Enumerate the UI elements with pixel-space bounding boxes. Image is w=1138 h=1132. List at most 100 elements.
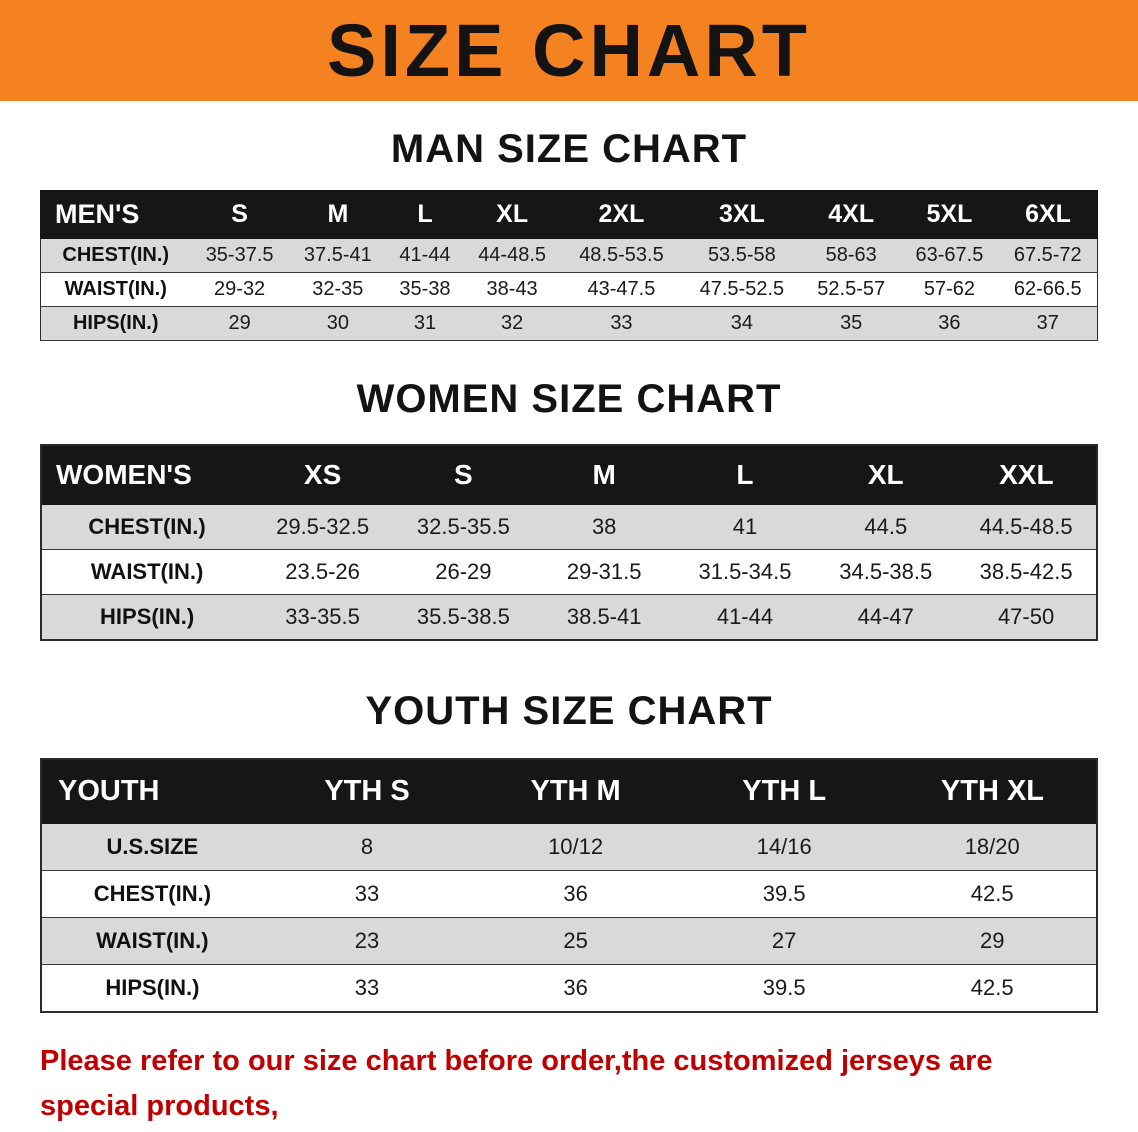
- row-label-cell: CHEST(IN.): [41, 504, 253, 550]
- size-chart-banner: SIZE CHART: [0, 0, 1138, 101]
- value-cell: 14/16: [679, 823, 889, 871]
- column-header-cell: M: [288, 190, 388, 239]
- value-cell: 58-63: [802, 238, 901, 273]
- table-title-cell: WOMEN'S: [40, 444, 253, 505]
- table-row: HIPS(IN.) 33 36 39.5 42.5: [41, 964, 1097, 1013]
- column-header-cell: 6XL: [998, 190, 1098, 239]
- women-size-table: WOMEN'S XS S M L XL XXL CHEST(IN.) 29.5-32.5 32.5…: [40, 444, 1098, 641]
- value-cell: 37.5-41: [288, 238, 387, 273]
- column-header-cell: S: [189, 190, 290, 239]
- column-header-cell: 5XL: [899, 190, 1000, 239]
- value-cell: 48.5-53.5: [561, 238, 682, 273]
- value-cell: 57-62: [900, 272, 999, 307]
- table-row: HIPS(IN.) 29 30 31 32 33 34 35 36 37: [40, 306, 1098, 341]
- value-cell: 41-44: [386, 238, 463, 273]
- value-cell: 44-48.5: [463, 238, 562, 273]
- column-header-cell: YTH XL: [887, 758, 1098, 824]
- row-label-cell: WAIST(IN.): [40, 272, 191, 307]
- table-row: CHEST(IN.) 35-37.5 37.5-41 41-44 44-48.5 48.5…: [40, 238, 1098, 273]
- value-cell: 42.5: [888, 964, 1097, 1013]
- value-cell: 29.5-32.5: [252, 504, 393, 550]
- column-header-cell: XL: [462, 190, 562, 239]
- value-cell: 35: [802, 306, 901, 341]
- value-cell: 31.5-34.5: [674, 549, 816, 595]
- value-cell: 33: [561, 306, 682, 341]
- column-header-cell: YTH L: [679, 758, 889, 824]
- value-cell: 8: [262, 823, 472, 871]
- value-cell: 35.5-38.5: [392, 594, 534, 641]
- table-header-row: MEN'S S M L XL 2XL 3XL 4XL 5XL 6XL: [40, 190, 1098, 239]
- column-header-cell: 2XL: [560, 190, 683, 239]
- youth-size-table: YOUTH YTH S YTH M YTH L YTH XL U.S.SIZE 8 10/12…: [40, 758, 1098, 1013]
- men-section-heading: MAN SIZE CHART: [390, 127, 748, 171]
- value-cell: 34: [681, 306, 803, 341]
- page-title: SIZE CHART: [327, 8, 811, 92]
- value-cell: 38: [533, 504, 675, 550]
- value-cell: 63-67.5: [900, 238, 999, 273]
- table-row: WAIST(IN.) 23 25 27 29: [41, 917, 1097, 965]
- column-header-cell: 3XL: [681, 190, 803, 239]
- value-cell: 34.5-38.5: [815, 549, 957, 595]
- table-title-cell: MEN'S: [40, 190, 191, 239]
- value-cell: 33-35.5: [252, 594, 393, 641]
- youth-section-heading: YOUTH SIZE CHART: [365, 689, 773, 733]
- table-row: WAIST(IN.) 29-32 32-35 35-38 38-43 43-47.5 47.…: [40, 272, 1098, 307]
- value-cell: 39.5: [679, 964, 889, 1013]
- row-label-cell: WAIST(IN.): [41, 549, 253, 595]
- value-cell: 67.5-72: [998, 238, 1098, 273]
- value-cell: 32-35: [288, 272, 387, 307]
- row-label-cell: HIPS(IN.): [41, 594, 253, 641]
- row-label-cell: CHEST(IN.): [40, 238, 191, 273]
- table-row: HIPS(IN.) 33-35.5 35.5-38.5 38.5-41 41-44 44-…: [41, 594, 1097, 641]
- value-cell: 37: [998, 306, 1098, 341]
- disclaimer-line-1: Please refer to our size chart before or…: [40, 1045, 993, 1122]
- value-cell: 35-37.5: [190, 238, 289, 273]
- youth-section: YOUTH SIZE CHART YOUTH YTH S YTH M YTH L YTH…: [0, 641, 1138, 1013]
- row-label-cell: HIPS(IN.): [40, 306, 191, 341]
- column-header-cell: XL: [814, 444, 957, 505]
- disclaimer: Please refer to our size chart before or…: [0, 1013, 1138, 1132]
- table-row: CHEST(IN.) 33 36 39.5 42.5: [41, 870, 1097, 918]
- value-cell: 36: [471, 964, 680, 1013]
- value-cell: 23.5-26: [252, 549, 393, 595]
- row-label-cell: WAIST(IN.): [41, 917, 263, 965]
- value-cell: 38.5-42.5: [956, 549, 1097, 595]
- value-cell: 29: [190, 306, 289, 341]
- value-cell: 39.5: [679, 870, 889, 918]
- value-cell: 29-32: [190, 272, 289, 307]
- value-cell: 35-38: [386, 272, 463, 307]
- column-header-cell: YTH M: [470, 758, 681, 824]
- value-cell: 29: [888, 917, 1097, 965]
- table-row: WAIST(IN.) 23.5-26 26-29 29-31.5 31.5-34.5 34…: [41, 549, 1097, 595]
- column-header-cell: L: [386, 190, 464, 239]
- row-label-cell: HIPS(IN.): [41, 964, 263, 1013]
- value-cell: 18/20: [888, 823, 1097, 871]
- column-header-cell: 4XL: [801, 190, 901, 239]
- value-cell: 27: [679, 917, 889, 965]
- value-cell: 25: [471, 917, 680, 965]
- value-cell: 31: [386, 306, 463, 341]
- value-cell: 38.5-41: [533, 594, 675, 641]
- women-section-heading: WOMEN SIZE CHART: [356, 377, 782, 421]
- row-label-cell: U.S.SIZE: [41, 823, 263, 871]
- value-cell: 47.5-52.5: [681, 272, 803, 307]
- value-cell: 62-66.5: [998, 272, 1098, 307]
- value-cell: 43-47.5: [561, 272, 682, 307]
- table-header-row: WOMEN'S XS S M L XL XXL: [40, 444, 1098, 505]
- value-cell: 36: [471, 870, 680, 918]
- table-header-row: YOUTH YTH S YTH M YTH L YTH XL: [40, 758, 1098, 824]
- value-cell: 33: [262, 870, 472, 918]
- value-cell: 44.5: [815, 504, 957, 550]
- table-row: U.S.SIZE 8 10/12 14/16 18/20: [41, 823, 1097, 871]
- column-header-cell: M: [533, 444, 676, 505]
- value-cell: 44-47: [815, 594, 957, 641]
- column-header-cell: XXL: [955, 444, 1098, 505]
- women-section: WOMEN SIZE CHART WOMEN'S XS S M L XL XXL CHEST(…: [0, 341, 1138, 641]
- column-header-cell: S: [392, 444, 535, 505]
- value-cell: 32: [463, 306, 562, 341]
- table-row: CHEST(IN.) 29.5-32.5 32.5-35.5 38 41 44.5 44.5…: [41, 504, 1097, 550]
- value-cell: 38-43: [463, 272, 562, 307]
- column-header-cell: XS: [251, 444, 394, 505]
- value-cell: 44.5-48.5: [956, 504, 1097, 550]
